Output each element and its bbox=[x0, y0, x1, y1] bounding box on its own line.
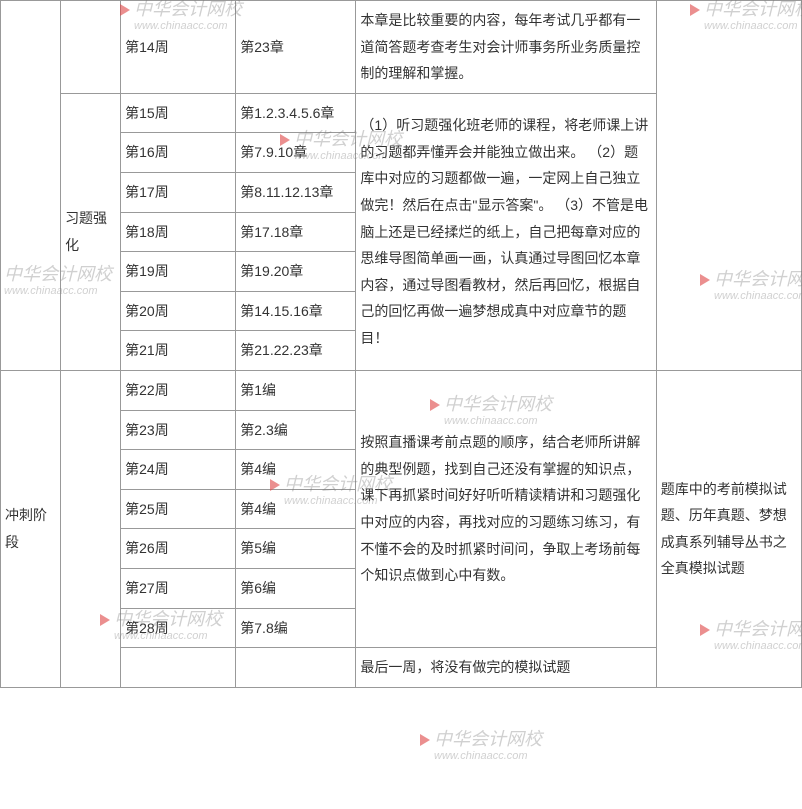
watermark-url: www.chinaacc.com bbox=[434, 750, 542, 762]
week-cell: 第16周 bbox=[121, 133, 236, 173]
week-cell: 第27周 bbox=[121, 568, 236, 608]
chapter-cell: 第4编 bbox=[236, 489, 356, 529]
chapter-cell: 第6编 bbox=[236, 568, 356, 608]
week-cell bbox=[121, 648, 236, 688]
chapter-cell: 第7.9.10章 bbox=[236, 133, 356, 173]
watermark: 中华会计网校www.chinaacc.com bbox=[420, 730, 542, 762]
week-cell: 第19周 bbox=[121, 252, 236, 292]
week-cell: 第24周 bbox=[121, 450, 236, 490]
chapter-cell: 第8.11.12.13章 bbox=[236, 172, 356, 212]
chapter-cell: 第1编 bbox=[236, 370, 356, 410]
desc-cell-lastweek: 最后一周，将没有做完的模拟试题 bbox=[356, 648, 656, 688]
week-cell: 第28周 bbox=[121, 608, 236, 648]
extra-cell bbox=[656, 1, 801, 371]
week-cell: 第26周 bbox=[121, 529, 236, 569]
phase-cell bbox=[61, 1, 121, 94]
watermark-brand: 中华会计网校 bbox=[434, 729, 542, 749]
chapter-cell: 第1.2.3.4.5.6章 bbox=[236, 93, 356, 133]
chapter-cell: 第7.8编 bbox=[236, 608, 356, 648]
table-row: 冲刺阶段 第22周 第1编 按照直播课考前点题的顺序，结合老师所讲解的典型例题，… bbox=[1, 370, 802, 410]
chapter-cell: 第2.3编 bbox=[236, 410, 356, 450]
desc-cell-xiti: （1）听习题强化班老师的课程，将老师课上讲的习题都弄懂弄会并能独立做出来。 （2… bbox=[356, 93, 656, 370]
week-cell: 第22周 bbox=[121, 370, 236, 410]
study-plan-table: 第14周 第23章 本章是比较重要的内容，每年考试几乎都有一道简答题考查考生对会… bbox=[0, 0, 802, 688]
desc-cell: 本章是比较重要的内容，每年考试几乎都有一道简答题考查考生对会计师事务所业务质量控… bbox=[356, 1, 656, 94]
table-row: 第14周 第23章 本章是比较重要的内容，每年考试几乎都有一道简答题考查考生对会… bbox=[1, 1, 802, 94]
chapter-cell: 第14.15.16章 bbox=[236, 291, 356, 331]
stage-cell bbox=[1, 1, 61, 371]
extra-cell-chongci: 题库中的考前模拟试题、历年真题、梦想成真系列辅导丛书之全真模拟试题 bbox=[656, 370, 801, 687]
phase-cell bbox=[61, 370, 121, 687]
chapter-cell: 第19.20章 bbox=[236, 252, 356, 292]
chapter-cell: 第21.22.23章 bbox=[236, 331, 356, 371]
week-cell: 第15周 bbox=[121, 93, 236, 133]
phase-cell-xiti: 习题强化 bbox=[61, 93, 121, 370]
week-cell: 第21周 bbox=[121, 331, 236, 371]
week-cell: 第17周 bbox=[121, 172, 236, 212]
chapter-cell: 第17.18章 bbox=[236, 212, 356, 252]
stage-cell-chongci: 冲刺阶段 bbox=[1, 370, 61, 687]
chapter-cell: 第23章 bbox=[236, 1, 356, 94]
week-cell: 第25周 bbox=[121, 489, 236, 529]
week-cell: 第23周 bbox=[121, 410, 236, 450]
week-cell: 第18周 bbox=[121, 212, 236, 252]
desc-cell-chongci: 按照直播课考前点题的顺序，结合老师所讲解的典型例题，找到自己还没有掌握的知识点，… bbox=[356, 370, 656, 647]
watermark-logo-icon bbox=[420, 734, 430, 746]
chapter-cell: 第4编 bbox=[236, 450, 356, 490]
week-cell: 第20周 bbox=[121, 291, 236, 331]
week-cell: 第14周 bbox=[121, 1, 236, 94]
chapter-cell bbox=[236, 648, 356, 688]
chapter-cell: 第5编 bbox=[236, 529, 356, 569]
